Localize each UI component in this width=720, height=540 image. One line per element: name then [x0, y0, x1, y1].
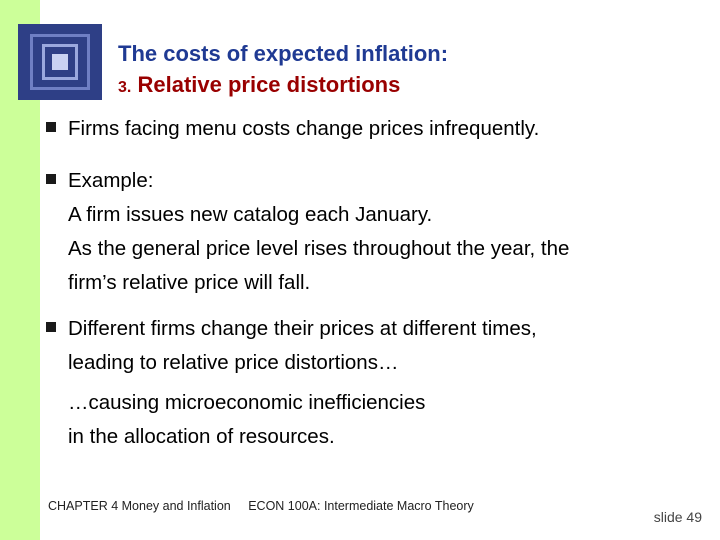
footer-course: ECON 100A: Intermediate Macro Theory: [248, 499, 474, 513]
footer: CHAPTER 4 Money and Inflation ECON 100A:…: [48, 499, 488, 513]
title-subtitle: Relative price distortions: [137, 72, 401, 97]
title-line-2: 3. Relative price distortions: [118, 69, 448, 103]
title-line-1: The costs of expected inflation:: [118, 41, 449, 66]
slide-logo-icon: [18, 24, 102, 100]
bullet-item: Firms facing menu costs change prices in…: [46, 112, 696, 146]
bullet-square-icon: [46, 322, 56, 332]
bullet-text: Example: A firm issues new catalog each …: [68, 169, 570, 294]
slide-number: slide 49: [653, 509, 702, 525]
title-number: 3.: [118, 79, 132, 96]
footer-chapter: CHAPTER 4 Money and Inflation: [48, 499, 231, 513]
bullet-square-icon: [46, 122, 56, 132]
bullet-square-icon: [46, 174, 56, 184]
bullet-text: Firms facing menu costs change prices in…: [68, 117, 540, 140]
bullet-item: Example: A firm issues new catalog each …: [46, 164, 696, 300]
slide-title: The costs of expected inflation: 3. Rela…: [118, 38, 448, 103]
continuation-text: …causing microeconomic inefficiencies in…: [68, 391, 426, 448]
bullet-item: Different firms change their prices at d…: [46, 312, 696, 380]
bullet-text: Different firms change their prices at d…: [68, 317, 537, 374]
